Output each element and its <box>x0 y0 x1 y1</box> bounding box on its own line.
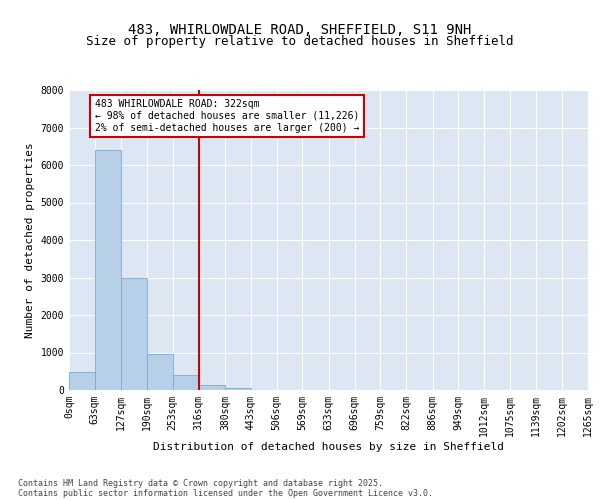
Bar <box>173 376 199 390</box>
X-axis label: Distribution of detached houses by size in Sheffield: Distribution of detached houses by size … <box>153 442 504 452</box>
Bar <box>199 385 225 390</box>
Y-axis label: Number of detached properties: Number of detached properties <box>25 142 35 338</box>
Bar <box>121 278 147 390</box>
Text: 483 WHIRLOWDALE ROAD: 322sqm
← 98% of detached houses are smaller (11,226)
2% of: 483 WHIRLOWDALE ROAD: 322sqm ← 98% of de… <box>95 100 359 132</box>
Bar <box>147 354 173 390</box>
Bar <box>225 388 251 390</box>
Text: 483, WHIRLOWDALE ROAD, SHEFFIELD, S11 9NH: 483, WHIRLOWDALE ROAD, SHEFFIELD, S11 9N… <box>128 22 472 36</box>
Bar <box>95 150 121 390</box>
Text: Size of property relative to detached houses in Sheffield: Size of property relative to detached ho… <box>86 35 514 48</box>
Text: Contains HM Land Registry data © Crown copyright and database right 2025.: Contains HM Land Registry data © Crown c… <box>18 478 383 488</box>
Bar <box>69 372 95 390</box>
Text: Contains public sector information licensed under the Open Government Licence v3: Contains public sector information licen… <box>18 488 433 498</box>
